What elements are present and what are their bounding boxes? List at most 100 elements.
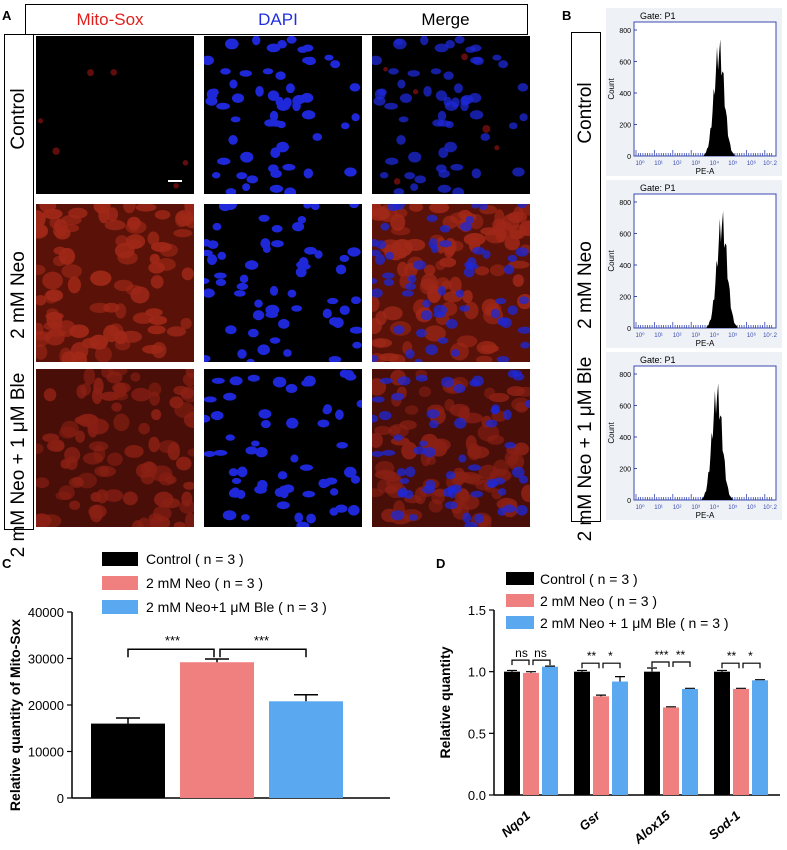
panel-a-row-labels: Control 2 mM Neo 2 mM Neo + 1 μM Ble xyxy=(4,34,34,557)
x-tick-label: 10³ xyxy=(691,161,700,167)
error-bar xyxy=(577,669,587,672)
x-tick-label: 10⁰ xyxy=(635,504,645,511)
flow-row-label-control: Control xyxy=(575,82,596,144)
x-tick-label: 10² xyxy=(673,505,682,511)
x-tick-label: 10⁷.2 xyxy=(763,160,778,167)
y-tick-label: 0.5 xyxy=(468,726,486,741)
legend-label: 2 mM Neo ( n = 3 ) xyxy=(540,593,657,609)
x-axis-label: PE-A xyxy=(696,511,715,520)
micrograph-image xyxy=(204,369,362,527)
micrograph-2mm-neo-ble-merge xyxy=(372,369,530,527)
legend-swatch xyxy=(506,572,534,585)
bar xyxy=(733,688,749,795)
significance-label: ns xyxy=(534,646,547,660)
panel-a-letter: A xyxy=(2,8,12,23)
error-bar xyxy=(205,658,229,663)
histogram-peak xyxy=(703,39,735,157)
significance-bracket xyxy=(602,662,621,669)
x-axis-label: PE-A xyxy=(696,339,715,348)
micrograph-image xyxy=(36,204,194,362)
legend-label: 2 mM Neo + 1 μM Ble ( n = 3 ) xyxy=(540,615,729,631)
micrograph-2mm-neo-dapi xyxy=(204,204,362,362)
histogram-peak xyxy=(701,383,733,500)
x-tick-label: 10² xyxy=(673,333,682,339)
error-bar xyxy=(755,679,765,681)
bar xyxy=(612,681,628,795)
significance-label: *** xyxy=(254,633,269,648)
y-tick-label: 200 xyxy=(619,123,631,130)
error-bar xyxy=(615,676,625,682)
error-bar xyxy=(116,717,140,724)
error-bar xyxy=(736,687,746,689)
panel-b-row-labels: Control 2 mM Neo 2 mM Neo + 1 μM Ble xyxy=(571,32,601,541)
legend-label: Control ( n = 3 ) xyxy=(146,551,244,567)
chart-c-mito-sox: Control ( n = 3 ) 2 mM Neo ( n = 3 ) 2 mM … xyxy=(7,551,390,811)
x-tick-label: 10⁰ xyxy=(635,332,645,339)
micrograph-2mm-neo-ble-mito-sox xyxy=(36,369,194,527)
y-tick-label: 400 xyxy=(619,435,631,442)
column-header-merge: Merge xyxy=(421,10,470,29)
micrograph-2mm-neo-mito-sox xyxy=(36,204,194,362)
x-tick-label: Nqo1 xyxy=(498,808,533,840)
legend-swatch xyxy=(102,552,138,566)
x-tick-label: 10⁶ xyxy=(747,160,757,167)
y-axis-label: Count xyxy=(607,422,616,444)
legend-label: Control ( n = 3 ) xyxy=(540,571,638,587)
bar xyxy=(714,671,730,795)
flow-histogram-plot: Gate: P1 0 200 400 600 800 Count 10⁰ 10¹ 10² 10³ 10… xyxy=(607,355,778,520)
significance-bracket xyxy=(721,662,740,669)
x-tick-label: Gsr xyxy=(576,807,604,833)
y-tick-label: 0 xyxy=(627,326,631,333)
panel-b-letter: B xyxy=(562,8,572,23)
x-tick-label: 10⁰ xyxy=(635,160,645,167)
significance-label: * xyxy=(748,649,753,663)
micrograph-image xyxy=(372,36,530,194)
flow-histogram-plot: Gate: P1 0 200 400 600 800 Count 10⁰ 10¹ 10² 10³ 10… xyxy=(607,183,778,348)
panel-d-letter: D xyxy=(436,556,446,571)
x-tick-label: Alox15 xyxy=(630,807,674,847)
y-tick-label: 600 xyxy=(619,60,631,67)
bar xyxy=(504,671,520,795)
x-tick-label: 10⁴ xyxy=(710,504,720,511)
legend-swatch xyxy=(102,600,138,614)
y-tick-label: 40000 xyxy=(28,605,64,620)
error-bar xyxy=(526,671,536,673)
x-tick-label: 10⁴ xyxy=(710,332,720,339)
significance-label: *** xyxy=(654,648,668,662)
y-tick-label: 600 xyxy=(619,404,631,411)
x-tick-label: 10⁶ xyxy=(747,332,757,339)
significance-label: * xyxy=(608,649,613,663)
bar xyxy=(593,696,609,795)
bar xyxy=(663,707,679,795)
x-tick-label: 10⁵ xyxy=(728,332,738,339)
error-bar xyxy=(717,669,727,672)
micrograph-control-merge xyxy=(372,36,530,194)
y-tick-label: 400 xyxy=(619,91,631,98)
gate-label: Gate: P1 xyxy=(640,11,676,21)
error-bar xyxy=(647,667,657,672)
y-tick-label: 1.0 xyxy=(468,665,486,680)
significance-label: *** xyxy=(165,633,180,648)
bar xyxy=(269,701,343,798)
significance-label: ns xyxy=(515,646,528,660)
y-axis-label: Relative quantity xyxy=(437,646,453,758)
y-tick-label: 800 xyxy=(619,28,631,35)
y-tick-label: 10000 xyxy=(28,745,64,760)
y-tick-label: 400 xyxy=(619,263,631,270)
y-axis-label: Count xyxy=(607,250,616,272)
micrograph-image xyxy=(36,36,194,194)
micrograph-control-mito-sox xyxy=(36,36,194,194)
micrograph-image xyxy=(372,204,530,362)
bar xyxy=(682,688,698,795)
y-tick-label: 600 xyxy=(619,232,631,239)
flow-histogram-2mm-neo-ble: Gate: P1 0 200 400 600 800 Count 10⁰ 10¹ 10² 10³ 10… xyxy=(606,352,782,520)
y-tick-label: 30000 xyxy=(28,652,64,667)
legend-label: 2 mM Neo ( n = 3 ) xyxy=(146,575,263,591)
error-bar xyxy=(596,694,606,697)
x-axis-label: PE-A xyxy=(696,167,715,176)
column-header-dapi: DAPI xyxy=(258,10,298,29)
micrograph-image xyxy=(36,369,194,527)
gate-label: Gate: P1 xyxy=(640,355,676,365)
bar xyxy=(644,671,660,795)
significance-bracket xyxy=(511,659,530,666)
